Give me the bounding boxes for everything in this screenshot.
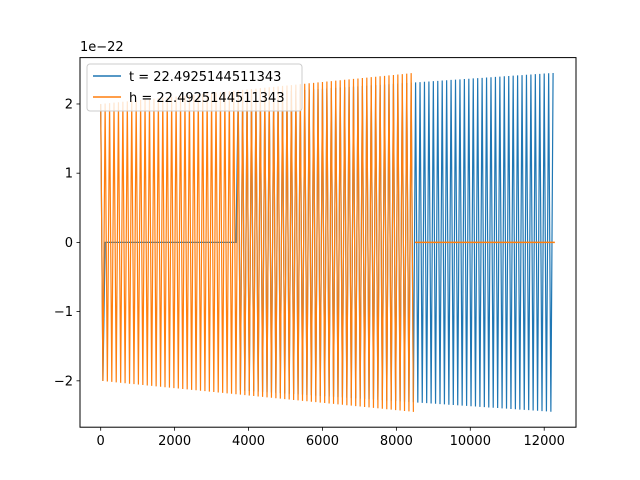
y-tick-label: 2: [65, 97, 73, 112]
x-tick-label: 2000: [158, 434, 191, 449]
x-tick-label: 0: [97, 434, 105, 449]
x-tick-label: 6000: [306, 434, 339, 449]
y-axis: −2 −1 0 1 2: [54, 97, 80, 389]
legend: t = 22.4925144511343 h = 22.492514451134…: [86, 63, 303, 112]
plot-area: [100, 72, 555, 412]
x-tick-label: 4000: [232, 434, 265, 449]
x-tick-label: 12000: [524, 434, 565, 449]
y-tick-label: −1: [54, 305, 73, 320]
y-tick-label: 1: [65, 167, 73, 182]
legend-box: [86, 63, 303, 112]
y-tick-label: −2: [54, 374, 73, 389]
x-tick-label: 8000: [380, 434, 413, 449]
series-line-h: [100, 73, 414, 412]
x-axis: 0 2000 4000 6000 8000 10000 12000: [97, 427, 565, 449]
y-scale-label: 1e−22: [80, 40, 124, 55]
legend-label-t: t = 22.4925144511343: [129, 70, 281, 85]
y-tick-label: 0: [65, 236, 73, 251]
x-tick-label: 10000: [450, 434, 491, 449]
legend-label-h: h = 22.4925144511343: [129, 91, 285, 106]
